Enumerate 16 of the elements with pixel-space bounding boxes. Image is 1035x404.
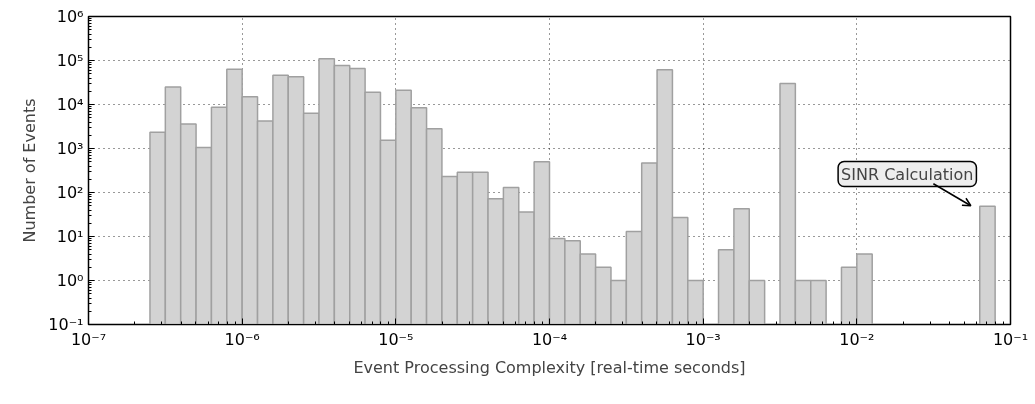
y-tick-label: 10¹ xyxy=(56,227,84,246)
y-tick-label: 10² xyxy=(56,183,84,202)
x-tick-label: 10⁻² xyxy=(839,329,875,349)
y-axis-title: Number of Events xyxy=(20,98,40,243)
x-tick-label: 10⁻¹ xyxy=(992,329,1029,349)
y-tick-label: 10⁵ xyxy=(56,51,84,70)
annotation: SINR Calculation xyxy=(841,164,974,184)
y-tick-label: 10³ xyxy=(56,139,84,158)
y-tick-label: 10⁰ xyxy=(56,271,84,290)
y-tick-label: 10⁴ xyxy=(56,95,84,114)
x-axis-title: Event Processing Complexity [real-time seconds] xyxy=(353,357,746,377)
x-tick-label: 10⁻⁴ xyxy=(531,329,568,349)
x-tick-label: 10⁻⁶ xyxy=(224,329,260,349)
x-tick-label: 10⁻⁵ xyxy=(378,329,414,349)
x-tick-label: 10⁻³ xyxy=(685,329,721,349)
y-tick-label: 10⁶ xyxy=(56,7,84,26)
